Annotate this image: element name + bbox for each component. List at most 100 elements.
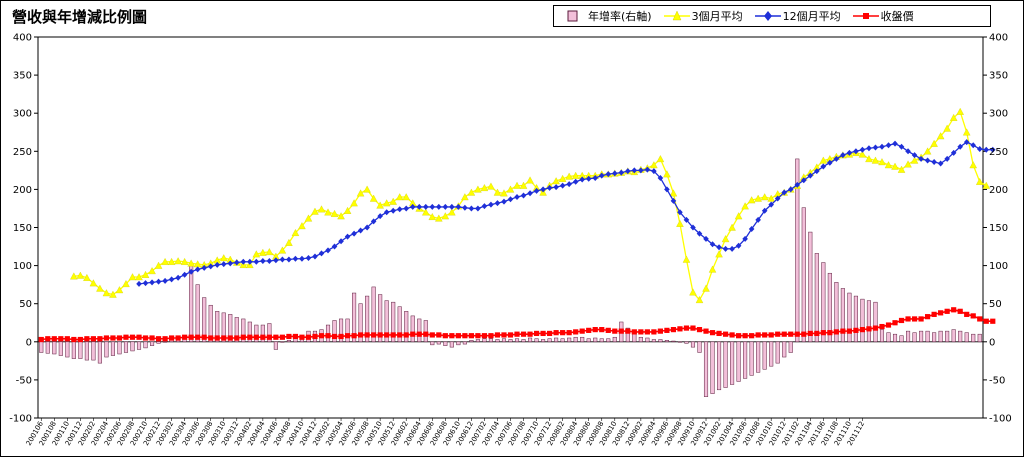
yoy-bar <box>410 315 415 343</box>
ma3-point <box>402 193 410 201</box>
ma12-point <box>976 146 983 153</box>
yoy-bar <box>782 341 787 358</box>
ma12-point <box>273 257 279 264</box>
yoy-bar <box>632 333 637 343</box>
yoy-bar <box>958 330 963 343</box>
yoy-bar <box>534 338 539 343</box>
ma12-point <box>755 216 761 223</box>
yoy-bar <box>397 306 402 343</box>
yoy-bar <box>97 341 102 364</box>
close-point <box>149 335 155 341</box>
ma12-point <box>533 187 540 194</box>
ma12-point <box>651 168 657 175</box>
close-point <box>801 331 807 337</box>
yoy-bar <box>866 300 871 343</box>
ma12-point <box>546 184 553 191</box>
y-tick-label-left: 300 <box>13 109 32 120</box>
yoy-bar <box>104 341 109 358</box>
ma3-point <box>219 254 228 262</box>
close-point <box>918 316 924 322</box>
ma3-point <box>428 213 437 220</box>
yoy-bar <box>391 301 396 343</box>
ma3-point <box>904 160 912 168</box>
ma3-point <box>650 161 658 169</box>
ma12-point <box>305 254 312 261</box>
ma12-point <box>227 260 234 267</box>
bar-swatch-icon <box>560 10 586 22</box>
ma12-point <box>520 192 527 199</box>
ma3-point <box>356 189 365 197</box>
ma3-point <box>663 170 671 178</box>
ma3-point <box>487 182 495 190</box>
yoy-bar <box>208 304 213 343</box>
yoy-bar <box>762 341 767 370</box>
ma12-point <box>866 145 872 152</box>
close-point <box>351 333 357 339</box>
yoy-bar <box>919 330 924 343</box>
yoy-bar <box>912 332 917 343</box>
close-point <box>468 333 474 339</box>
yoy-bar <box>117 341 122 355</box>
yoy-bar <box>475 339 480 343</box>
ma12-point <box>286 256 292 263</box>
yoy-bar <box>971 333 976 343</box>
yoy-bar <box>280 341 285 343</box>
yoy-bar <box>847 292 852 343</box>
yoy-bar <box>436 341 441 345</box>
ma3-point <box>754 194 762 202</box>
close-point <box>885 322 892 328</box>
yoy-bar <box>123 341 129 353</box>
yoy-bar <box>189 263 194 343</box>
ma3-point <box>975 177 984 185</box>
yoy-bar <box>573 336 578 343</box>
yoy-bar <box>873 301 878 343</box>
yoy-bar <box>150 341 155 346</box>
close-point <box>247 334 253 340</box>
ma12-point <box>220 261 227 268</box>
y-tick-label-right: 0 <box>989 337 995 348</box>
yoy-bar <box>554 337 559 343</box>
ma12-point <box>644 166 651 173</box>
close-point <box>625 328 631 334</box>
ma12-point <box>937 160 944 167</box>
ma12-point <box>266 258 273 265</box>
ma3-point <box>467 188 476 196</box>
close-point <box>775 331 781 337</box>
ma3-point <box>363 185 371 193</box>
close-point <box>664 327 670 333</box>
legend-label-close: 收盤價 <box>880 10 914 23</box>
close-point <box>129 334 136 340</box>
ma3-point <box>734 212 743 220</box>
yoy-bar <box>775 341 780 364</box>
ma12-point <box>572 178 579 185</box>
close-point <box>898 317 905 324</box>
yoy-bar <box>521 339 526 343</box>
close-point <box>938 310 944 316</box>
yoy-bar <box>638 336 643 343</box>
yoy-bar <box>286 340 291 343</box>
ma12-point <box>377 213 383 220</box>
ma3-point <box>350 199 358 207</box>
ma12-line <box>138 141 993 285</box>
ma12-point <box>527 190 533 197</box>
ma12-point <box>638 167 644 174</box>
ma12-point <box>455 203 462 210</box>
close-point <box>749 333 755 339</box>
ma12-point <box>260 258 266 265</box>
ma12-point <box>357 227 364 234</box>
y-tick-label-left: 100 <box>13 261 32 272</box>
ma12-point <box>611 170 618 177</box>
ma12-point <box>364 224 370 231</box>
ma12-point <box>950 149 957 156</box>
yoy-bar <box>501 338 507 343</box>
ma12-point <box>853 148 859 155</box>
yoy-bar <box>495 339 500 343</box>
yoy-bar <box>91 341 96 361</box>
ma3-point <box>285 238 293 246</box>
yoy-bar <box>45 341 50 354</box>
close-point <box>781 331 787 337</box>
close-point <box>579 328 585 334</box>
yoy-bar <box>260 324 265 343</box>
ma12-point <box>299 255 305 262</box>
